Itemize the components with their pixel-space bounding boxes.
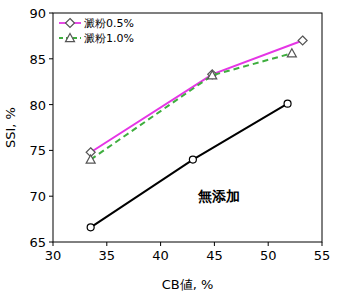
x-tick: [106, 242, 107, 246]
series-line: [91, 40, 303, 152]
series-line: [91, 53, 292, 159]
y-tick: [49, 104, 53, 105]
x-axis-title: CB値, %: [162, 277, 214, 292]
x-tick-label: 50: [260, 248, 277, 263]
annotation: 無添加: [197, 188, 240, 204]
legend-marker: [66, 19, 75, 28]
chart: 30 35 40 45 50 55 65 70 75 80 85 90 CB値, % SSI, % 無添加 澱…: [0, 0, 350, 300]
point: [208, 71, 217, 79]
x-tick-label: 30: [45, 248, 62, 263]
x-tick-label: 40: [152, 248, 169, 263]
y-tick-label: 75: [29, 143, 46, 158]
point: [284, 100, 291, 107]
y-tick-label: 85: [29, 52, 46, 67]
point: [189, 156, 196, 163]
y-tick: [49, 150, 53, 151]
plot-frame: [53, 13, 322, 242]
x-tick-label: 55: [314, 248, 331, 263]
legend-label: 澱粉1.0%: [84, 32, 134, 45]
x-tick: [322, 242, 323, 246]
y-tick-label: 70: [29, 189, 46, 204]
y-tick-label: 90: [29, 6, 46, 21]
x-tick: [160, 242, 161, 246]
x-tick: [214, 242, 215, 246]
point: [86, 155, 95, 163]
y-tick: [49, 13, 53, 14]
point: [298, 36, 307, 45]
x-tick: [53, 242, 54, 246]
y-tick-label: 65: [29, 235, 46, 250]
plot-area: [86, 36, 307, 231]
x-tick-label: 35: [99, 248, 116, 263]
y-axis-title: SSI, %: [3, 107, 18, 148]
y-tick: [49, 58, 53, 59]
y-tick-label: 80: [29, 98, 46, 113]
point: [87, 224, 94, 231]
x-tick: [268, 242, 269, 246]
series-line: [91, 104, 288, 228]
y-tick: [49, 196, 53, 197]
point: [287, 49, 296, 57]
legend-marker: [66, 34, 75, 42]
legend-label: 澱粉0.5%: [84, 17, 134, 30]
y-tick: [49, 242, 53, 243]
x-tick-label: 45: [206, 248, 223, 263]
